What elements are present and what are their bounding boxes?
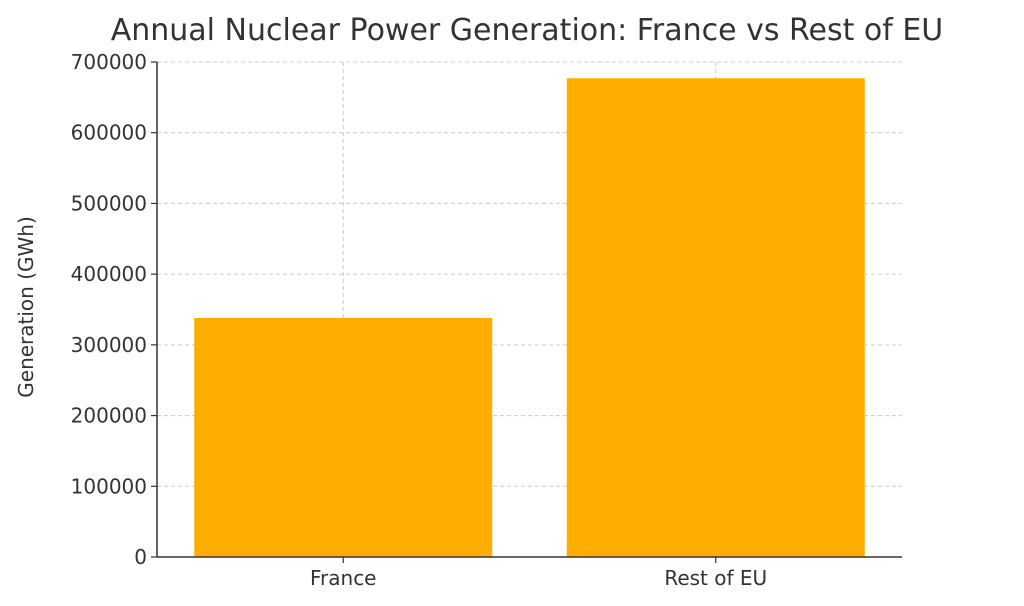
y-tick-label: 0 <box>134 545 147 569</box>
y-tick-label: 200000 <box>71 404 147 428</box>
y-tick-label: 300000 <box>71 333 147 357</box>
y-axis-label: Generation (GWh) <box>14 216 38 397</box>
x-axis-ticks: France Rest of EU <box>310 557 767 590</box>
x-tick-label: France <box>310 566 377 590</box>
x-tick-label: Rest of EU <box>664 566 767 590</box>
y-tick-label: 700000 <box>71 50 147 74</box>
y-tick-label: 500000 <box>71 191 147 215</box>
y-tick-label: 600000 <box>71 121 147 145</box>
y-tick-label: 400000 <box>71 262 147 286</box>
chart-title: Annual Nuclear Power Generation: France … <box>111 13 944 48</box>
axes <box>156 62 902 558</box>
y-tick-label: 100000 <box>71 474 147 498</box>
bar-rest-of-eu <box>566 78 865 557</box>
y-axis-ticks: 0 100000 200000 300000 400000 500000 600000 700… <box>71 50 157 569</box>
bar-series <box>194 78 865 557</box>
bar-france <box>194 317 493 557</box>
